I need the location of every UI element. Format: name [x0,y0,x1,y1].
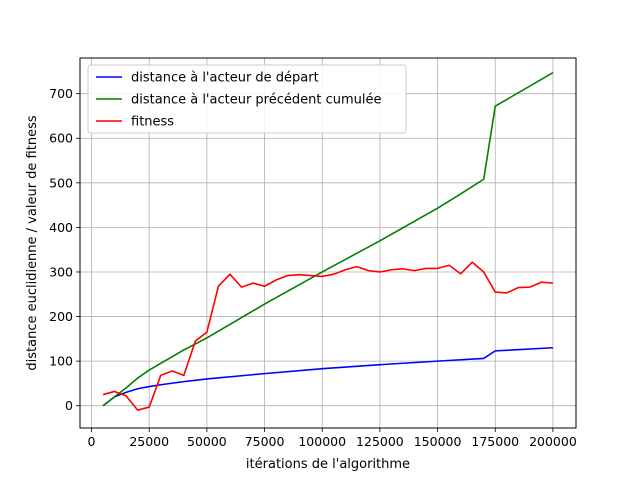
legend-entry-3: fitness [131,115,174,130]
x-tick-label: 75000 [245,434,285,449]
y-tick-label: 300 [49,264,73,279]
series-line-1 [102,346,553,407]
y-tick-label: 400 [49,220,73,235]
series-lines [102,72,554,411]
x-tick-label: 0 [88,434,96,449]
y-tick-label: 700 [49,86,73,101]
x-tick-label: 100000 [298,434,346,449]
series-line-3 [102,261,553,411]
y-axis: 0 100 200 300 400 500 600 700 [49,86,80,413]
y-axis-label: distance euclidienne / valeur de fitness [25,115,40,370]
series-line-2 [102,72,554,407]
x-tick-label: 125000 [356,434,404,449]
y-tick-label: 100 [49,354,73,369]
x-tick-label: 150000 [414,434,462,449]
x-tick-label: 200000 [529,434,577,449]
x-tick-label: 175000 [471,434,519,449]
y-tick-label: 500 [49,175,73,190]
y-tick-label: 600 [49,131,73,146]
x-axis-label: itérations de l'algorithme [246,457,410,472]
legend: distance à l'acteur de départ distance à … [87,64,407,134]
plot-area-frame [79,57,577,429]
legend-box [87,64,407,134]
legend-entry-1: distance à l'acteur de départ [131,71,319,86]
y-tick-label: 0 [65,398,73,413]
legend-entry-2: distance à l'acteur précédent cumulée [131,93,382,108]
x-tick-label: 50000 [187,434,227,449]
x-tick-label: 25000 [129,434,169,449]
y-tick-label: 200 [49,309,73,324]
x-axis: 0 25000 50000 75000 100000 125000 150000 175000… [88,428,577,449]
